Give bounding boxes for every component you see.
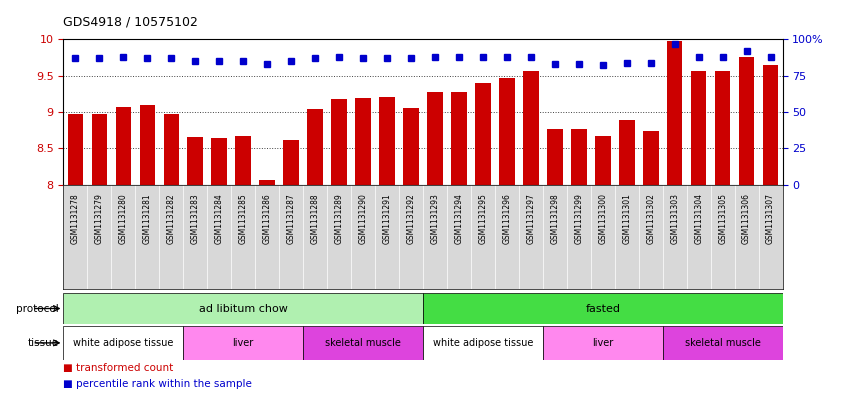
- Bar: [379, 97, 395, 185]
- Bar: [355, 98, 371, 185]
- Bar: [595, 136, 611, 185]
- Bar: [423, 293, 783, 324]
- Bar: [91, 114, 107, 185]
- Text: GSM1131301: GSM1131301: [623, 193, 631, 244]
- Bar: [235, 136, 251, 185]
- Text: GSM1131295: GSM1131295: [479, 193, 487, 244]
- Text: GSM1131297: GSM1131297: [526, 193, 536, 244]
- Text: GSM1131284: GSM1131284: [215, 193, 223, 244]
- Text: GSM1131304: GSM1131304: [695, 193, 703, 244]
- Text: white adipose tissue: white adipose tissue: [433, 338, 533, 348]
- Bar: [547, 129, 563, 185]
- Text: tissue: tissue: [28, 338, 59, 348]
- Text: GSM1131290: GSM1131290: [359, 193, 367, 244]
- Text: liver: liver: [233, 338, 254, 348]
- Text: GSM1131305: GSM1131305: [718, 193, 727, 244]
- Text: skeletal muscle: skeletal muscle: [684, 338, 761, 348]
- Bar: [667, 42, 683, 185]
- Bar: [543, 326, 662, 360]
- Bar: [662, 326, 783, 360]
- Bar: [643, 131, 658, 185]
- Text: GSM1131293: GSM1131293: [431, 193, 439, 244]
- Bar: [212, 138, 227, 185]
- Bar: [475, 83, 491, 185]
- Bar: [619, 120, 634, 185]
- Text: skeletal muscle: skeletal muscle: [325, 338, 401, 348]
- Text: GSM1131302: GSM1131302: [646, 193, 655, 244]
- Bar: [404, 108, 419, 185]
- Bar: [68, 114, 83, 185]
- Bar: [283, 140, 299, 185]
- Bar: [63, 293, 423, 324]
- Text: GSM1131289: GSM1131289: [335, 193, 343, 244]
- Text: GSM1131300: GSM1131300: [598, 193, 607, 244]
- Text: protocol: protocol: [16, 303, 59, 314]
- Bar: [691, 71, 706, 185]
- Bar: [163, 114, 179, 185]
- Text: white adipose tissue: white adipose tissue: [74, 338, 173, 348]
- Text: ad libitum chow: ad libitum chow: [199, 303, 288, 314]
- Text: GSM1131285: GSM1131285: [239, 193, 248, 244]
- Text: GSM1131298: GSM1131298: [551, 193, 559, 244]
- Bar: [63, 326, 184, 360]
- Text: ■ percentile rank within the sample: ■ percentile rank within the sample: [63, 379, 252, 389]
- Bar: [332, 99, 347, 185]
- Bar: [140, 105, 155, 185]
- Bar: [188, 137, 203, 185]
- Bar: [499, 78, 514, 185]
- Text: GSM1131288: GSM1131288: [310, 193, 320, 244]
- Text: GSM1131291: GSM1131291: [382, 193, 392, 244]
- Text: GSM1131306: GSM1131306: [742, 193, 751, 244]
- Text: GSM1131279: GSM1131279: [95, 193, 104, 244]
- Bar: [571, 129, 586, 185]
- Bar: [260, 180, 275, 185]
- Bar: [116, 107, 131, 185]
- Bar: [184, 326, 303, 360]
- Text: GSM1131278: GSM1131278: [71, 193, 80, 244]
- Bar: [427, 92, 442, 185]
- Text: ■ transformed count: ■ transformed count: [63, 363, 173, 373]
- Bar: [303, 326, 423, 360]
- Text: GSM1131287: GSM1131287: [287, 193, 295, 244]
- Bar: [523, 71, 539, 185]
- Text: GSM1131281: GSM1131281: [143, 193, 151, 244]
- Bar: [307, 109, 323, 185]
- Bar: [423, 326, 543, 360]
- Text: GSM1131292: GSM1131292: [407, 193, 415, 244]
- Bar: [739, 57, 755, 185]
- Text: GSM1131303: GSM1131303: [670, 193, 679, 244]
- Text: GDS4918 / 10575102: GDS4918 / 10575102: [63, 16, 198, 29]
- Text: GSM1131282: GSM1131282: [167, 193, 176, 244]
- Text: GSM1131283: GSM1131283: [191, 193, 200, 244]
- Bar: [763, 66, 778, 185]
- Bar: [451, 92, 467, 185]
- Text: fasted: fasted: [585, 303, 620, 314]
- Text: GSM1131294: GSM1131294: [454, 193, 464, 244]
- Text: liver: liver: [592, 338, 613, 348]
- Bar: [715, 71, 730, 185]
- Text: GSM1131296: GSM1131296: [503, 193, 511, 244]
- Text: GSM1131307: GSM1131307: [766, 193, 775, 244]
- Text: GSM1131299: GSM1131299: [574, 193, 583, 244]
- Text: GSM1131280: GSM1131280: [119, 193, 128, 244]
- Text: GSM1131286: GSM1131286: [263, 193, 272, 244]
